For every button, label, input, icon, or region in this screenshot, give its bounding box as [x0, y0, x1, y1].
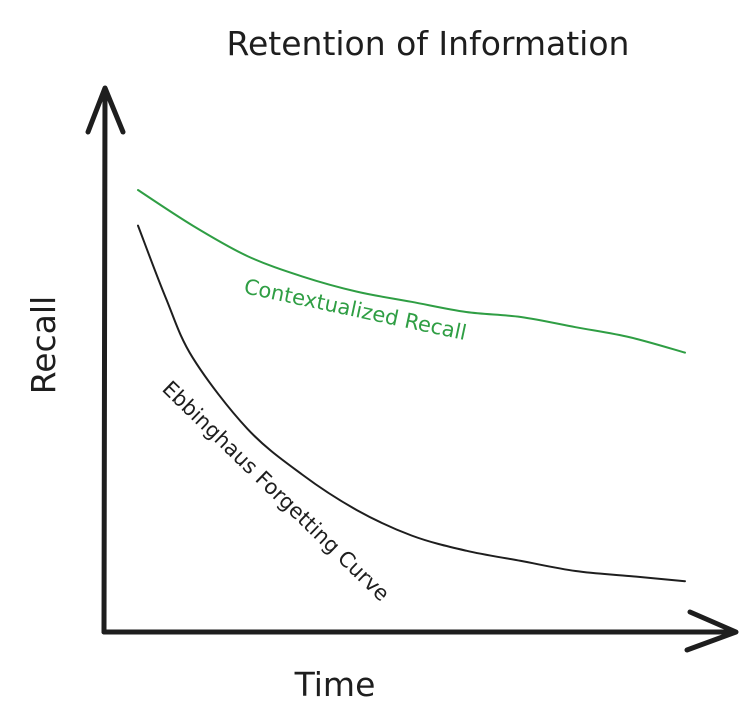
series-group [137, 189, 686, 583]
chart-title: Retention of Information [227, 24, 630, 63]
y-axis [85, 85, 126, 635]
x-axis-label: Time [294, 665, 376, 704]
series-label-ebbinghaus-forgetting-curve: Ebbinghaus Forgetting Curve [158, 376, 395, 606]
x-axis-arrowhead [684, 609, 739, 653]
y-axis-line [101, 87, 108, 635]
series-label-contextualized-recall: Contextualized Recall [242, 274, 469, 345]
x-axis [101, 609, 739, 653]
y-axis-label: Recall [24, 296, 63, 394]
series-line-ebbinghaus-forgetting-curve [137, 224, 686, 583]
y-axis-arrowhead [85, 85, 126, 135]
series-line-contextualized-recall [137, 189, 686, 354]
